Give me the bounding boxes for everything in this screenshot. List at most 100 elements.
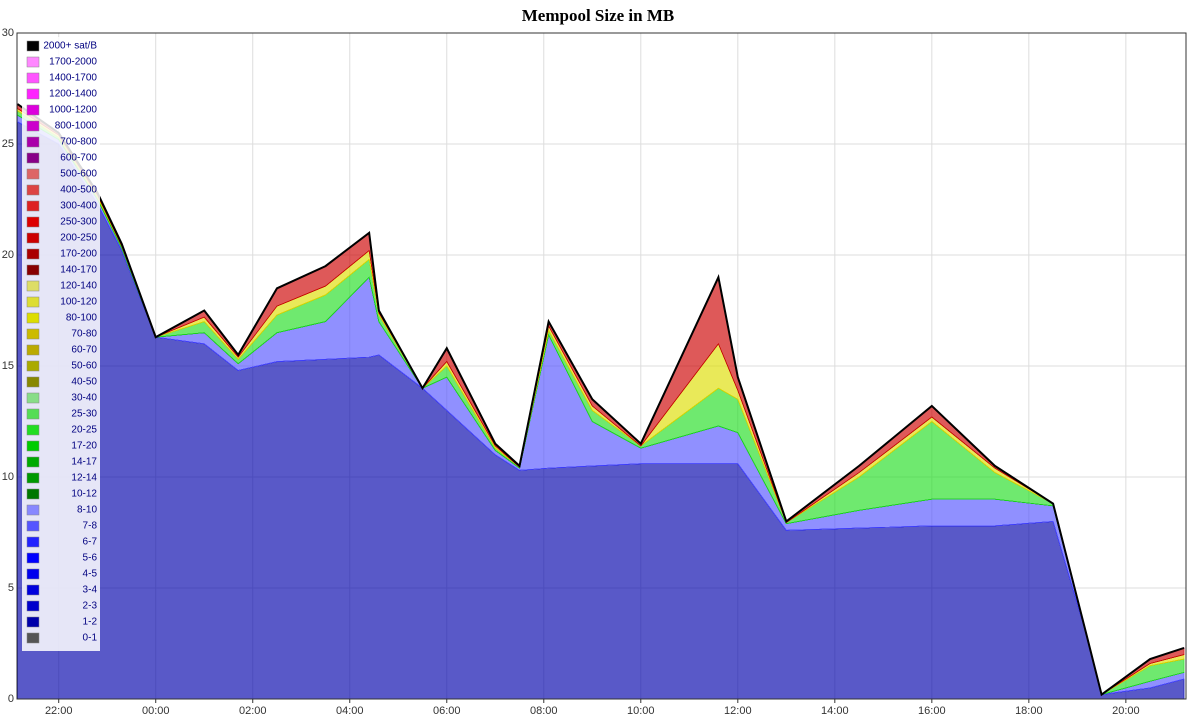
legend-label: 3-4 — [83, 585, 98, 596]
legend-swatch — [26, 328, 40, 340]
legend-label: 120-140 — [60, 281, 97, 292]
legend-label: 5-6 — [83, 553, 98, 564]
legend-swatch — [26, 504, 40, 516]
legend-swatch — [26, 536, 40, 548]
legend-label: 100-120 — [60, 297, 97, 308]
legend-swatch — [26, 184, 40, 196]
legend-label: 140-170 — [60, 265, 97, 276]
legend-label: 40-50 — [71, 377, 97, 388]
legend-label: 30-40 — [71, 393, 97, 404]
legend-swatch — [26, 360, 40, 372]
x-tick-label: 02:00 — [239, 705, 267, 717]
y-tick-label: 20 — [2, 249, 14, 261]
legend-label: 2-3 — [83, 601, 98, 612]
legend-swatch — [26, 168, 40, 180]
legend-label: 20-25 — [71, 425, 97, 436]
x-tick-label: 00:00 — [142, 705, 170, 717]
axes: 0 5 10 15 20 25 30 22:00 00:00 02:00 04:00 06:00 08:… — [2, 27, 1140, 717]
y-tick-label: 5 — [8, 582, 14, 594]
x-tick-label: 08:00 — [530, 705, 558, 717]
legend-label: 7-8 — [83, 521, 98, 532]
x-tick-label: 20:00 — [1112, 705, 1140, 717]
legend-swatch — [26, 152, 40, 164]
x-tick-label: 04:00 — [336, 705, 364, 717]
legend-swatch — [26, 584, 40, 596]
legend-label: 8-10 — [77, 505, 97, 516]
legend-swatch — [26, 488, 40, 500]
legend-label: 1-2 — [83, 617, 98, 628]
x-tick-label: 18:00 — [1015, 705, 1043, 717]
legend-swatch — [26, 200, 40, 212]
areas — [16, 103, 1185, 700]
legend-label: 80-100 — [66, 313, 98, 324]
legend-swatch — [26, 616, 40, 628]
legend-label: 1000-1200 — [49, 105, 97, 116]
legend-label: 300-400 — [60, 201, 97, 212]
y-tick-label: 25 — [2, 138, 14, 150]
legend-label: 17-20 — [71, 441, 97, 452]
y-tick-label: 15 — [2, 360, 14, 372]
legend-swatch — [26, 632, 40, 644]
legend: 2000+ sat/B 1700-2000 1400-1700 1200-1400 10… — [22, 37, 100, 651]
legend-swatch — [26, 264, 40, 276]
legend-label: 14-17 — [71, 457, 97, 468]
legend-swatch — [26, 296, 40, 308]
legend-label: 700-800 — [60, 137, 97, 148]
legend-swatch — [26, 72, 40, 84]
x-tick-label: 22:00 — [45, 705, 73, 717]
legend-swatch — [26, 392, 40, 404]
x-tick-label: 10:00 — [627, 705, 655, 717]
x-tick-label: 06:00 — [433, 705, 461, 717]
y-tick-label: 0 — [8, 693, 14, 705]
legend-label: 0-1 — [83, 633, 98, 644]
legend-label: 1400-1700 — [49, 73, 97, 84]
legend-label: 1700-2000 — [49, 57, 97, 68]
legend-swatch — [26, 472, 40, 484]
plot-border — [16, 32, 1187, 700]
legend-swatch — [26, 408, 40, 420]
x-tick-label: 12:00 — [724, 705, 752, 717]
y-tick-label: 10 — [2, 471, 14, 483]
legend-label: 25-30 — [71, 409, 97, 420]
legend-label: 250-300 — [60, 217, 97, 228]
legend-label: 170-200 — [60, 249, 97, 260]
legend-swatch — [26, 440, 40, 452]
total-line — [16, 103, 1185, 697]
legend-swatch — [26, 232, 40, 244]
legend-swatch — [26, 456, 40, 468]
legend-swatch — [26, 56, 40, 68]
legend-label: 4-5 — [83, 569, 98, 580]
y-tick-label: 30 — [2, 27, 14, 39]
legend-swatch — [26, 424, 40, 436]
legend-label: 200-250 — [60, 233, 97, 244]
legend-label: 600-700 — [60, 153, 97, 164]
x-tick-label: 14:00 — [821, 705, 849, 717]
legend-label: 6-7 — [83, 537, 98, 548]
legend-label: 800-1000 — [55, 121, 98, 132]
legend-swatch — [26, 216, 40, 228]
legend-label: 10-12 — [71, 489, 97, 500]
legend-swatch — [26, 600, 40, 612]
legend-swatch — [26, 376, 40, 388]
legend-swatch — [26, 312, 40, 324]
legend-swatch — [26, 344, 40, 356]
legend-swatch — [26, 568, 40, 580]
legend-swatch — [26, 520, 40, 532]
legend-label: 2000+ sat/B — [43, 41, 97, 52]
legend-swatch — [26, 120, 40, 132]
legend-label: 70-80 — [71, 329, 97, 340]
legend-swatch — [26, 88, 40, 100]
legend-swatch — [26, 280, 40, 292]
legend-swatch — [26, 552, 40, 564]
legend-swatch — [26, 40, 40, 52]
legend-swatch — [26, 136, 40, 148]
legend-label: 400-500 — [60, 185, 97, 196]
legend-label: 50-60 — [71, 361, 97, 372]
x-tick-label: 16:00 — [918, 705, 946, 717]
legend-label: 1200-1400 — [49, 89, 97, 100]
legend-swatch — [26, 104, 40, 116]
legend-label: 12-14 — [71, 473, 97, 484]
legend-label: 60-70 — [71, 345, 97, 356]
chart-title: Mempool Size in MB — [522, 6, 675, 25]
